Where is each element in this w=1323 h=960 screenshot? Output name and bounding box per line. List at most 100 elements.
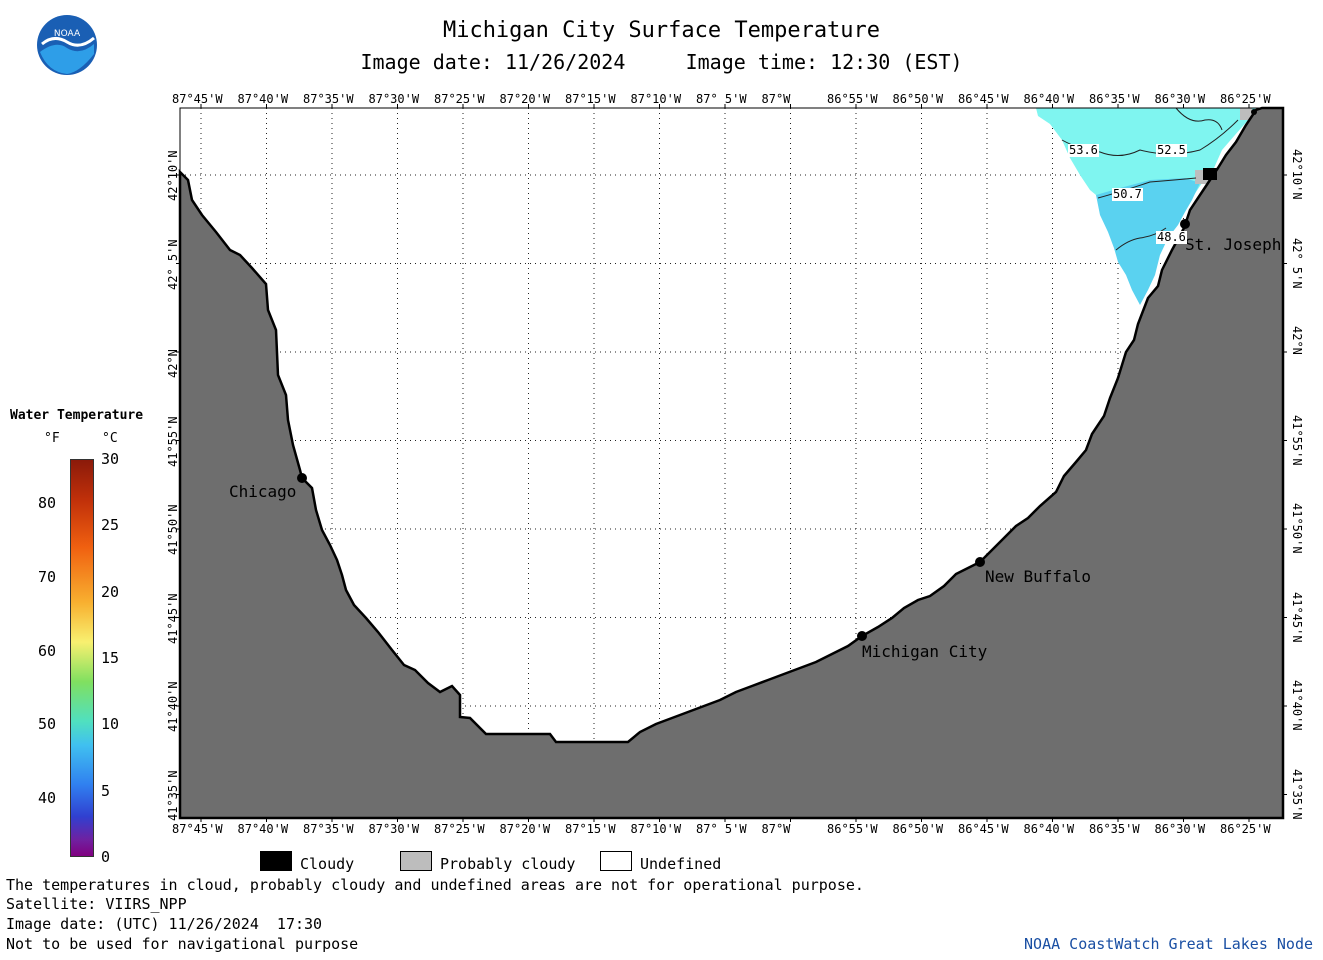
noaa-logo: NOAA xyxy=(36,14,98,76)
footer-satellite: Satellite: VIIRS_NPP xyxy=(6,895,187,913)
legend-celsius-label: 25 xyxy=(101,516,120,535)
latitude-tick-label: 41°40'N xyxy=(166,681,180,732)
longitude-tick-label: 86°55'W xyxy=(827,822,878,836)
legend-celsius-label: 15 xyxy=(101,649,120,667)
longitude-tick-label: 87° 5'W xyxy=(696,822,747,836)
latitude-tick-label: 41°50'N xyxy=(1290,503,1304,554)
longitude-tick-label: 87°25'W xyxy=(434,92,485,106)
latitude-tick-label: 42°N xyxy=(1290,326,1304,355)
longitude-tick-label: 86°35'W xyxy=(1089,92,1140,106)
cloudy-patch xyxy=(1203,168,1217,180)
key-label-cloudy: Cloudy xyxy=(300,855,355,873)
longitude-tick-label: 87°W xyxy=(761,822,791,836)
longitude-tick-label: 87°10'W xyxy=(630,92,682,106)
footer-credit: NOAA CoastWatch Great Lakes Node xyxy=(1024,935,1313,953)
city-label-new-buffalo: New Buffalo xyxy=(985,567,1091,586)
longitude-tick-label: 86°40'W xyxy=(1023,92,1075,106)
longitude-tick-label: 86°45'W xyxy=(958,92,1009,106)
latitude-tick-label: 42° 5'N xyxy=(1290,237,1304,289)
legend-fahrenheit-label: 80 xyxy=(38,494,57,513)
longitude-tick-label: 87°35'W xyxy=(303,822,354,836)
legend-fahrenheit-label: 60 xyxy=(38,641,57,660)
new-buffalo-marker xyxy=(975,557,985,567)
sst-region-cool xyxy=(1096,178,1200,305)
key-label-undefined: Undefined xyxy=(640,855,722,873)
longitude-tick-label: 87°15'W xyxy=(565,92,616,106)
longitude-tick-label: 87°35'W xyxy=(303,92,354,106)
longitude-tick-label: 86°30'W xyxy=(1154,822,1206,836)
map-frame xyxy=(179,107,1284,819)
longitude-tick-label: 86°25'W xyxy=(1220,92,1271,106)
city-label-chicago: Chicago xyxy=(229,482,297,501)
image-date-label: Image date: 11/26/2024 xyxy=(360,50,626,74)
latitude-tick-label: 42°10'N xyxy=(1290,149,1304,200)
chicago-marker xyxy=(297,473,307,483)
longitude-tick-label: 86°30'W xyxy=(1154,92,1206,106)
legend-unit-f: °F xyxy=(44,431,60,446)
latitude-tick-label: 41°45'N xyxy=(1290,591,1304,643)
color-scale-bar xyxy=(70,459,94,857)
longitude-tick-label: 87°25'W xyxy=(434,822,485,836)
latitude-tick-label: 41°55'N xyxy=(1290,414,1304,466)
longitude-tick-label: 87°10'W xyxy=(630,822,682,836)
legend-celsius-label: 0 xyxy=(101,848,111,866)
longitude-tick-label: 86°35'W xyxy=(1089,822,1140,836)
longitude-tick-label: 87°15'W xyxy=(565,822,616,836)
map-title: Michigan City Surface Temperature xyxy=(442,18,881,43)
legend-celsius-label: 5 xyxy=(101,781,111,800)
legend-fahrenheit-label: 70 xyxy=(38,567,57,586)
noaa-logo-text: NOAA xyxy=(54,29,81,39)
image-time-label: Image time: 12:30 (EST) xyxy=(685,50,963,74)
longitude-tick-label: 86°50'W xyxy=(892,822,944,836)
city-label-michigan-city: Michigan City xyxy=(862,642,988,661)
legend-celsius-label: 30 xyxy=(101,450,120,468)
contour-label: 53.6 xyxy=(1068,143,1099,157)
longitude-tick-label: 86°25'W xyxy=(1220,822,1271,836)
longitude-tick-label: 87°W xyxy=(761,92,791,106)
latitude-tick-label: 41°35'N xyxy=(166,769,180,821)
longitude-tick-label: 86°50'W xyxy=(892,92,944,106)
noaa-logo-icon: NOAA xyxy=(37,15,97,75)
st-joseph-marker xyxy=(1180,219,1190,229)
map-subtitle: Image date: 11/26/2024 Image time: 12:30… xyxy=(0,50,1323,74)
legend-unit-c: °C xyxy=(102,431,118,446)
longitude-tick-label: 87°30'W xyxy=(368,92,420,106)
contour-label: 50.7 xyxy=(1112,187,1143,201)
latitude-tick-label: 41°50'N xyxy=(166,504,180,555)
legend-title: Water Temperature xyxy=(10,408,144,423)
legend-celsius-label: 20 xyxy=(101,582,120,601)
legend-fahrenheit-label: 40 xyxy=(38,789,57,808)
key-label-probably-cloudy: Probably cloudy xyxy=(440,855,576,873)
longitude-tick-label: 87°30'W xyxy=(368,822,420,836)
key-swatch-probably-cloudy xyxy=(400,851,432,871)
legend-fahrenheit-label: 50 xyxy=(38,715,57,734)
footer-disclaimer: The temperatures in cloud, probably clou… xyxy=(6,876,864,894)
contour-label: 48.6 xyxy=(1156,230,1187,244)
longitude-tick-label: 86°45'W xyxy=(958,822,1009,836)
michigan-city-marker xyxy=(857,631,867,641)
latitude-tick-label: 42° 5'N xyxy=(166,238,180,290)
key-swatch-cloudy xyxy=(260,851,292,871)
footer-utc-date: Image date: (UTC) 11/26/2024 17:30 xyxy=(6,915,323,933)
latitude-tick-label: 42°N xyxy=(166,349,180,378)
latitude-tick-label: 41°45'N xyxy=(166,592,180,644)
longitude-tick-label: 87°20'W xyxy=(499,822,551,836)
footer-navigation-note: Not to be used for navigational purpose xyxy=(6,935,359,953)
longitude-tick-label: 87°40'W xyxy=(237,822,289,836)
longitude-tick-label: 87°45'W xyxy=(172,822,223,836)
longitude-tick-label: 87°45'W xyxy=(172,92,223,106)
city-label-st-joseph: St. Joseph xyxy=(1185,235,1282,254)
longitude-tick-label: 87° 5'W xyxy=(696,92,747,106)
longitude-tick-label: 86°55'W xyxy=(827,92,878,106)
frame-ticks xyxy=(176,104,1287,822)
latitude-tick-label: 41°40'N xyxy=(1290,680,1304,731)
latitude-tick-label: 41°35'N xyxy=(1290,768,1304,820)
latitude-tick-label: 42°10'N xyxy=(166,150,180,201)
sst-region-warm xyxy=(1036,108,1256,225)
longitude-tick-label: 86°40'W xyxy=(1023,822,1075,836)
probably-cloudy-patch-2 xyxy=(1240,108,1252,120)
latitude-tick-label: 41°55'N xyxy=(166,415,180,467)
key-swatch-undefined xyxy=(600,851,632,871)
contour-label: 52.5 xyxy=(1156,143,1187,157)
